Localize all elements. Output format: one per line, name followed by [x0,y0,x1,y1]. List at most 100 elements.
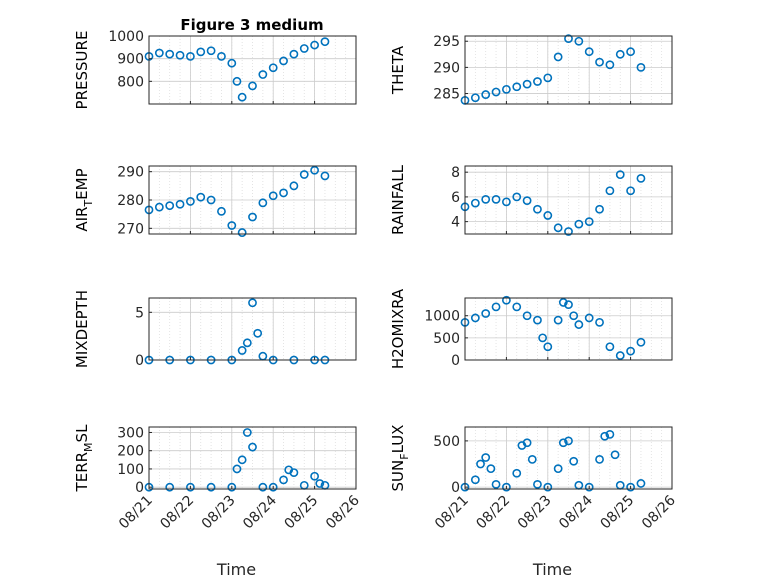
data-point [558,298,568,307]
y-tick-label: 290 [117,165,144,181]
x-tick-label: 08/26 [639,492,679,532]
data-point [543,73,553,83]
data-point [206,195,216,205]
data-point [217,206,226,216]
y-tick-label: 0 [135,353,144,369]
data-point [289,181,299,191]
data-point [268,482,278,492]
data-point [491,302,501,312]
data-point [289,49,299,59]
axes-box [148,297,357,361]
data-point [232,76,242,86]
data-point [237,455,247,465]
data-point [248,298,257,308]
x-tick-label: 08/22 [157,493,197,533]
data-point [636,337,646,347]
data-point [543,211,553,220]
x-tick-label: 08/26 [323,492,363,532]
data-point [175,50,185,60]
data-point [268,191,278,201]
data-point [600,431,610,441]
data-point [196,192,206,202]
subplot-7: 0 500 SUNFLUX 08/21 08/22 08/23 08/24 08/25 08/2… [389,425,679,579]
y-tick-label: 0 [451,353,460,369]
data-point [605,60,615,70]
y-tick-label: 800 [117,74,144,90]
data-point [237,92,247,102]
x-tick-label: 08/23 [515,493,555,533]
data-point [522,196,532,206]
data-point [481,90,491,99]
subplot-2: 270 280 290 AIRTEMP [73,165,357,237]
data-point [481,309,491,318]
y-axis-label: H2OMIXRA [389,288,407,369]
data-point [574,36,584,46]
data-point [491,479,501,489]
data-point [501,482,511,492]
y-tick-label: 0 [135,480,144,496]
y-tick-label: 300 [117,425,144,441]
data-point [512,302,522,312]
data-point [279,56,288,66]
data-point [564,227,573,236]
subplot-4: 0 5 MIXDEPTH [73,290,357,369]
data-point [564,436,573,446]
y-axis-label: RAINFALL [389,164,407,235]
y-tick-label: 6 [451,190,460,206]
data-point [242,428,252,437]
data-point [470,313,480,323]
data-point [553,315,563,325]
y-axis-label: AIRTEMP [73,168,95,231]
data-point [605,430,615,439]
data-point [553,223,563,233]
x-axis-label: Time [216,560,256,579]
data-point [476,459,485,469]
data-point [595,317,604,327]
data-point [512,192,522,202]
data-point [626,346,635,356]
y-tick-label: 1000 [424,309,460,325]
y-axis-label: MIXDEPTH [73,290,91,368]
figure-title: Figure 3 medium [180,16,323,34]
data-point [258,482,268,492]
data-point [574,219,584,229]
y-axis-label: PRESSURE [73,31,91,110]
data-point [626,186,635,196]
y-axis-label: THETA [389,45,407,95]
x-tick-label: 08/25 [598,493,638,533]
data-point [569,311,579,321]
data-point [584,313,594,323]
y-tick-label: 100 [117,462,144,478]
data-point [268,63,278,73]
data-point [242,338,252,348]
data-point [299,170,309,179]
data-point [320,171,330,181]
data-point [501,295,511,305]
data-point [605,186,615,196]
data-point [491,194,501,204]
data-point [564,300,573,310]
data-point [533,77,542,86]
y-tick-label: 270 [117,221,144,237]
x-tick-label: 08/22 [473,493,513,533]
axes-box [148,426,357,490]
data-point [279,475,288,485]
data-point [165,201,175,211]
data-point [527,454,537,464]
data-point [185,52,195,61]
data-point [310,471,319,481]
data-point [553,52,563,62]
data-point [206,46,216,56]
y-tick-label: 285 [433,87,460,103]
y-tick-label: 500 [433,434,460,450]
axes-box [464,165,673,235]
data-point [533,315,542,325]
data-point [533,479,542,489]
subplot-5: 4 6 8 RAINFALL [389,164,673,236]
data-point [595,454,604,464]
axes-box [148,35,357,105]
data-point [522,311,532,321]
data-point [185,482,195,492]
data-point [227,482,237,492]
y-tick-label: 200 [117,444,144,460]
